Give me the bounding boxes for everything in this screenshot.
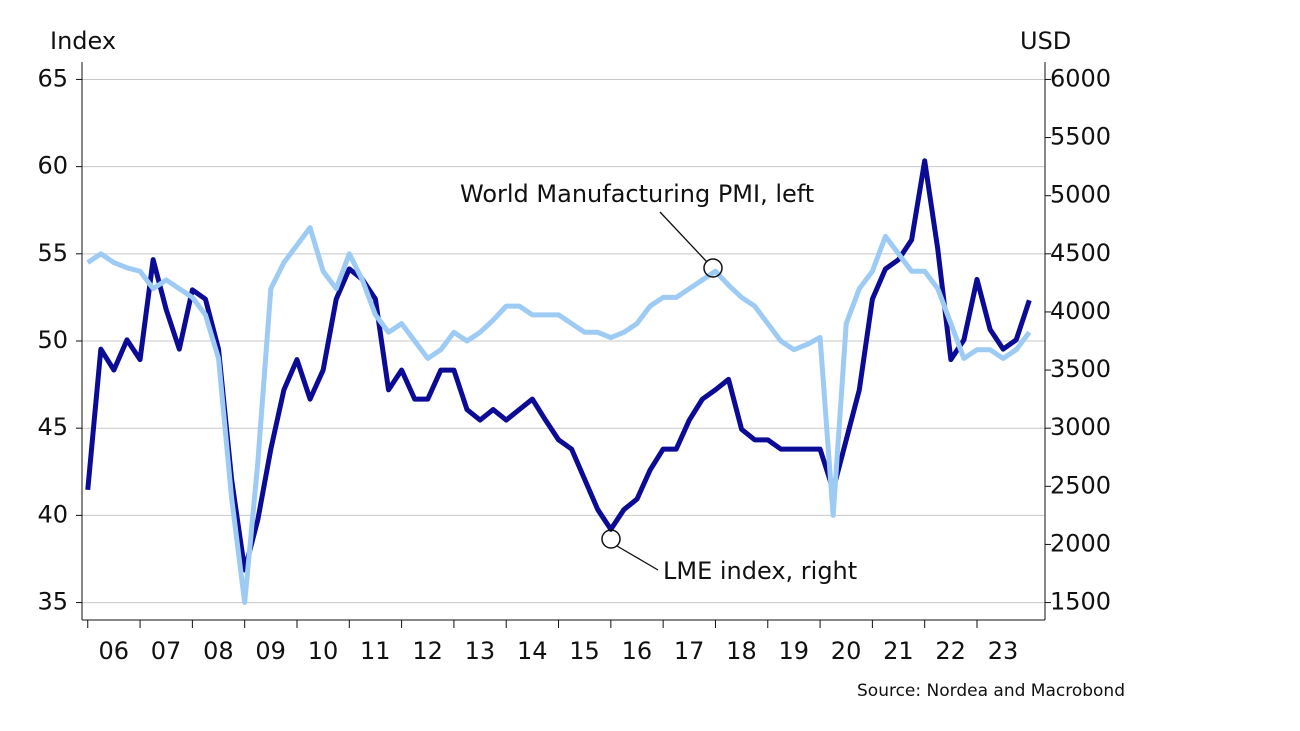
source: Source: Nordea and Macrobond — [857, 681, 1125, 701]
y2-tick-label: 4500 — [1050, 239, 1111, 267]
x-tick-label: 19 — [778, 637, 809, 665]
x-tick-label: 13 — [465, 637, 496, 665]
x-tick-label: 14 — [517, 637, 548, 665]
y2-tick-label: 6000 — [1050, 64, 1111, 92]
x-tick-label: 06 — [98, 637, 129, 665]
x-tick-label: 18 — [726, 637, 757, 665]
x-tick-label: 15 — [569, 637, 600, 665]
annotation: LME index, right — [663, 557, 857, 585]
series-line — [85, 158, 1032, 573]
y2-tick-label: 3000 — [1050, 413, 1111, 441]
y2-tick-label: 2500 — [1050, 471, 1111, 499]
y-axis-label: Index — [50, 27, 116, 55]
marker-ring — [703, 258, 723, 278]
x-tick-label: 08 — [203, 637, 234, 665]
y-tick-label: 40 — [37, 500, 68, 528]
marker-ring — [601, 529, 621, 549]
series-line — [86, 225, 1032, 606]
x-tick-label: 22 — [935, 637, 966, 665]
y2-tick-label: 2000 — [1050, 529, 1111, 557]
x-tick-label: 09 — [255, 637, 286, 665]
y-tick-label: 45 — [37, 413, 68, 441]
y2-tick-label: 3500 — [1050, 355, 1111, 383]
y-tick-label: 50 — [37, 326, 68, 354]
x-tick-label: 07 — [151, 637, 182, 665]
y2-tick-label: 5000 — [1050, 181, 1111, 209]
annotation: World Manufacturing PMI, left — [460, 180, 814, 208]
x-tick-label: 21 — [883, 637, 914, 665]
x-tick-label: 12 — [412, 637, 443, 665]
x-tick-label: 11 — [360, 637, 391, 665]
leader — [659, 211, 708, 263]
y2-tick-label: 4000 — [1050, 297, 1111, 325]
x-tick-label: 20 — [831, 637, 862, 665]
x-tick-label: 16 — [622, 637, 653, 665]
y-tick-label: 55 — [37, 239, 68, 267]
y2-tick-label: 5500 — [1050, 123, 1111, 151]
y-tick-label: 65 — [37, 64, 68, 92]
y2-tick-label: 1500 — [1050, 588, 1111, 616]
y2-axis-label: USD — [1020, 27, 1071, 55]
x-tick-label: 23 — [988, 637, 1019, 665]
y-tick-label: 35 — [37, 588, 68, 616]
x-tick-label: 10 — [308, 637, 339, 665]
leader — [616, 545, 659, 571]
y-tick-label: 60 — [37, 152, 68, 180]
x-tick-label: 17 — [674, 637, 705, 665]
